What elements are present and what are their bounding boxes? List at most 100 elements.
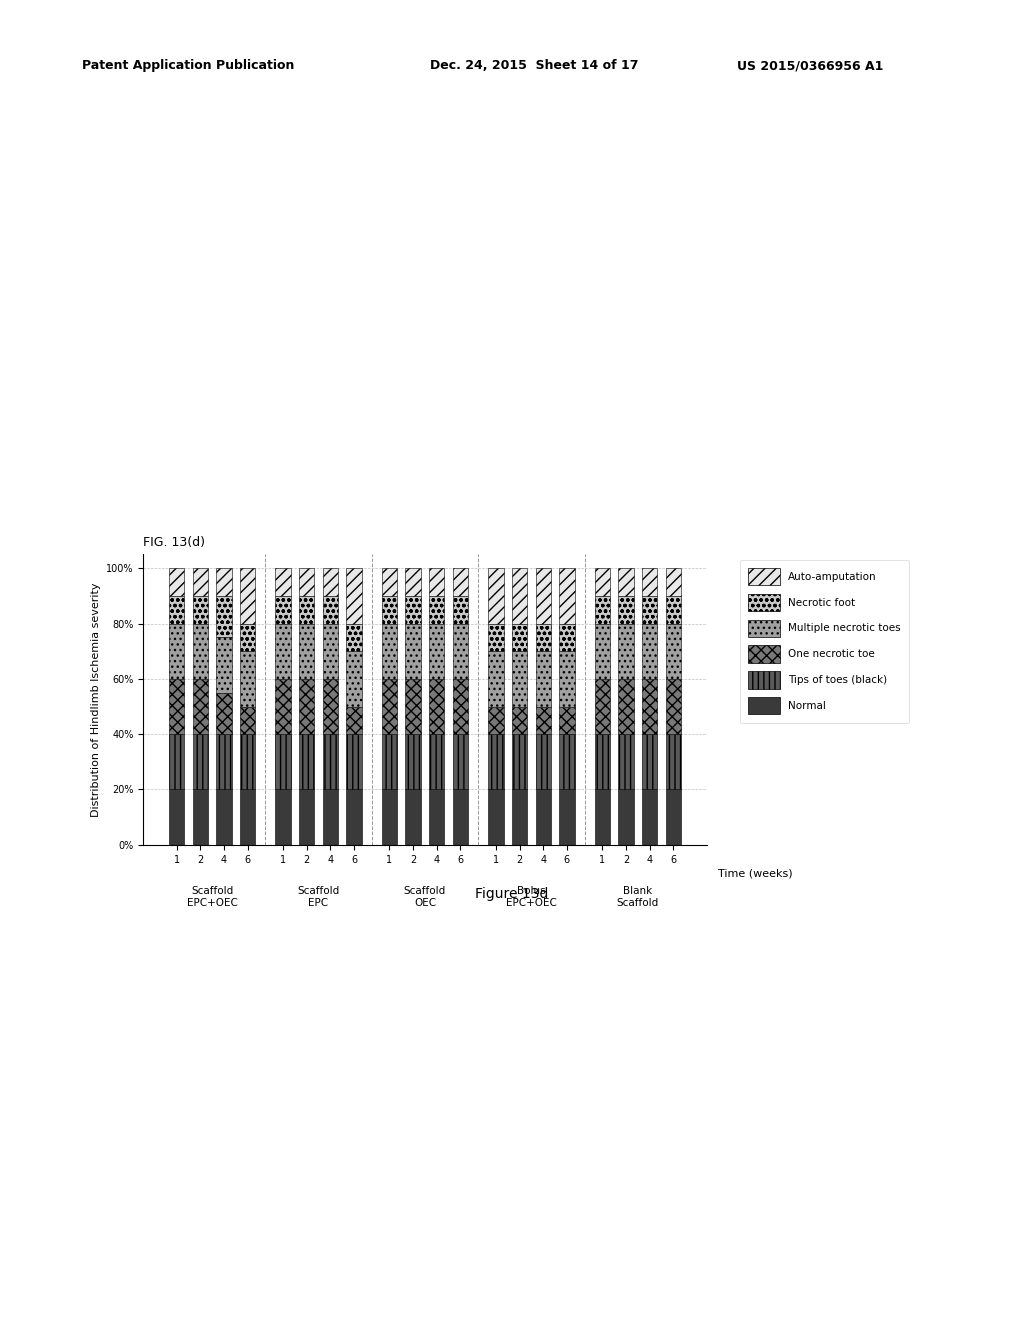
- Bar: [618, 595, 634, 623]
- Bar: [595, 595, 610, 623]
- Bar: [382, 734, 397, 789]
- Bar: [299, 678, 314, 734]
- Bar: [512, 789, 527, 845]
- Text: US 2015/0366956 A1: US 2015/0366956 A1: [737, 59, 884, 73]
- Bar: [323, 678, 338, 734]
- Bar: [666, 789, 681, 845]
- Bar: [512, 706, 527, 734]
- Bar: [559, 623, 574, 651]
- Bar: [453, 623, 468, 678]
- Text: FIG. 13(d): FIG. 13(d): [143, 536, 206, 549]
- Bar: [216, 789, 231, 845]
- Bar: [488, 568, 504, 623]
- Text: Scaffold
EPC+OEC: Scaffold EPC+OEC: [186, 887, 238, 908]
- Bar: [346, 789, 361, 845]
- Bar: [595, 678, 610, 734]
- Bar: [666, 734, 681, 789]
- Bar: [275, 789, 291, 845]
- Bar: [666, 623, 681, 678]
- Bar: [488, 734, 504, 789]
- Bar: [536, 789, 551, 845]
- Bar: [323, 595, 338, 623]
- Bar: [406, 568, 421, 595]
- Bar: [453, 789, 468, 845]
- Bar: [406, 734, 421, 789]
- Bar: [595, 734, 610, 789]
- Bar: [193, 734, 208, 789]
- Bar: [169, 595, 184, 623]
- Bar: [595, 568, 610, 595]
- Bar: [453, 595, 468, 623]
- Bar: [642, 595, 657, 623]
- Bar: [323, 623, 338, 678]
- Bar: [536, 706, 551, 734]
- Bar: [536, 734, 551, 789]
- Bar: [512, 651, 527, 706]
- Bar: [216, 734, 231, 789]
- Text: Bolus
EPC+OEC: Bolus EPC+OEC: [506, 887, 557, 908]
- Bar: [559, 789, 574, 845]
- Bar: [193, 623, 208, 678]
- Text: Time (weeks): Time (weeks): [718, 869, 793, 878]
- Bar: [346, 706, 361, 734]
- Bar: [346, 623, 361, 651]
- Bar: [346, 568, 361, 623]
- Bar: [595, 789, 610, 845]
- Bar: [240, 623, 255, 651]
- Bar: [299, 568, 314, 595]
- Bar: [488, 706, 504, 734]
- Bar: [406, 789, 421, 845]
- Bar: [536, 623, 551, 651]
- Bar: [275, 595, 291, 623]
- Bar: [299, 789, 314, 845]
- Bar: [618, 568, 634, 595]
- Bar: [666, 568, 681, 595]
- Bar: [453, 734, 468, 789]
- Bar: [406, 595, 421, 623]
- Text: Figure 13d: Figure 13d: [475, 887, 549, 900]
- Bar: [406, 678, 421, 734]
- Bar: [642, 568, 657, 595]
- Bar: [382, 568, 397, 595]
- Text: Scaffold
EPC: Scaffold EPC: [297, 887, 340, 908]
- Bar: [559, 568, 574, 623]
- Bar: [406, 623, 421, 678]
- Text: Dec. 24, 2015  Sheet 14 of 17: Dec. 24, 2015 Sheet 14 of 17: [430, 59, 639, 73]
- Bar: [559, 734, 574, 789]
- Legend: Auto-amputation, Necrotic foot, Multiple necrotic toes, One necrotic toe, Tips o: Auto-amputation, Necrotic foot, Multiple…: [740, 560, 909, 722]
- Bar: [666, 595, 681, 623]
- Bar: [536, 568, 551, 623]
- Bar: [512, 623, 527, 651]
- Y-axis label: Distribution of Hindlimb Ischemia severity: Distribution of Hindlimb Ischemia severi…: [90, 582, 100, 817]
- Bar: [429, 623, 444, 678]
- Bar: [429, 568, 444, 595]
- Bar: [382, 595, 397, 623]
- Bar: [488, 789, 504, 845]
- Bar: [488, 651, 504, 706]
- Bar: [618, 734, 634, 789]
- Bar: [429, 678, 444, 734]
- Bar: [559, 706, 574, 734]
- Bar: [275, 734, 291, 789]
- Bar: [169, 568, 184, 595]
- Text: Scaffold
OEC: Scaffold OEC: [403, 887, 446, 908]
- Bar: [512, 568, 527, 623]
- Bar: [240, 734, 255, 789]
- Bar: [323, 789, 338, 845]
- Bar: [299, 734, 314, 789]
- Bar: [216, 595, 231, 638]
- Bar: [642, 734, 657, 789]
- Bar: [536, 651, 551, 706]
- Bar: [193, 595, 208, 623]
- Bar: [323, 734, 338, 789]
- Bar: [642, 623, 657, 678]
- Bar: [666, 678, 681, 734]
- Bar: [193, 678, 208, 734]
- Bar: [169, 734, 184, 789]
- Bar: [642, 789, 657, 845]
- Bar: [382, 789, 397, 845]
- Bar: [216, 693, 231, 734]
- Bar: [169, 789, 184, 845]
- Bar: [453, 568, 468, 595]
- Bar: [216, 568, 231, 595]
